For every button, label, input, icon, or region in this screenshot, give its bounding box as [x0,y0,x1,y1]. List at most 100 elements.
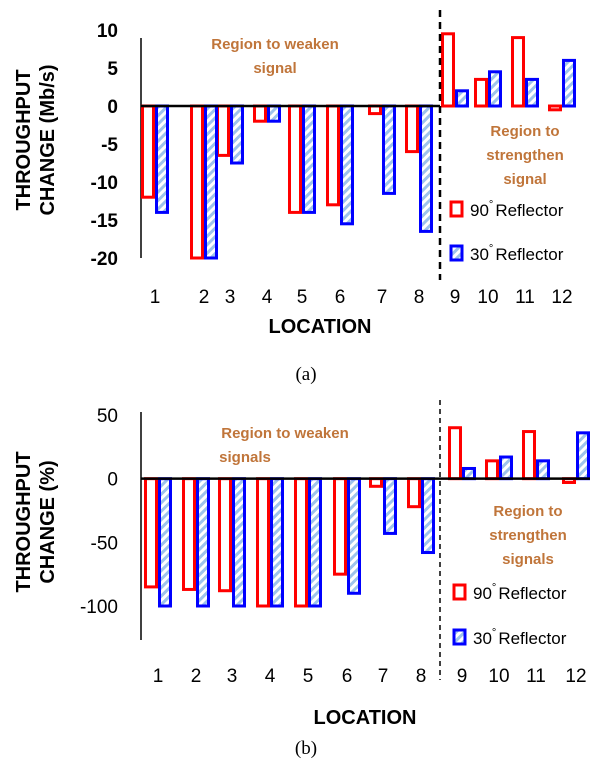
legend-label-30-a: 30° Reflector [470,243,564,264]
bar-30-reflector-loc-2 [204,104,218,260]
bar-30-reflector-loc-10 [488,70,502,108]
x-tick-label: 4 [262,287,273,308]
x-tick-label: 11 [526,666,546,687]
bar-90-reflector-loc-1 [141,104,155,199]
x-tick-label: 12 [565,666,586,687]
x-tick-label: 2 [199,287,210,308]
bar-30-reflector-loc-4 [267,104,281,123]
bar-90-reflector-loc-10 [485,459,499,481]
legend-label-90-b: 90° Reflector [473,582,567,603]
x-tick-label: 1 [150,287,161,308]
bar-90-reflector-loc-1 [144,477,158,589]
legend-word-30-a: Reflector [495,245,563,264]
y-axis-title-a-line2: CHANGE (Mb/s) [37,64,59,215]
x-tick-label: 7 [378,666,389,687]
region-weaken-a-line1: Region to weaken [211,36,339,53]
x-axis-title-a: LOCATION [269,316,372,338]
bar-30-reflector-loc-5 [302,104,316,214]
bar-90-reflector-loc-9 [441,32,455,108]
y-tick-label: -10 [91,173,118,194]
region-weaken-a-line2: signal [253,60,296,77]
y-axis-title-a: THROUGHPUT CHANGE (Mb/s) [13,64,59,215]
bar-30-reflector-loc-4 [270,477,284,608]
bar-90-reflector-loc-8 [407,477,421,509]
x-tick-label: 1 [153,666,164,687]
x-tick-label: 4 [265,666,276,687]
x-axis-title-b: LOCATION [314,707,417,729]
y-axis-title-b: THROUGHPUT CHANGE (%) [13,451,59,592]
caption-b: (b) [295,738,317,759]
bar-90-reflector-loc-3 [218,477,232,593]
bar-30-reflector-loc-10 [499,455,513,481]
bar-90-reflector-loc-9 [448,426,462,481]
x-tick-label: 8 [414,287,425,308]
x-tick-label: 11 [515,287,535,308]
x-tick-label: 6 [335,287,346,308]
y-tick-labels-b: 50 0 -50 -100 [80,406,118,618]
y-tick-label: -5 [101,135,118,156]
legend-a: 90° Reflector 30° Reflector [449,199,564,264]
region-weaken-b-line1: Region to weaken [221,425,349,442]
region-strengthen-b-line2: strengthen [489,527,567,544]
x-tick-label: 12 [551,287,572,308]
bar-30-reflector-loc-11 [525,77,539,108]
chart-panel-a: THROUGHPUT CHANGE (Mb/s) 10 5 0 -5 -10 -15 -20… [13,10,576,338]
bar-90-reflector-loc-4 [256,477,270,608]
legend-degree-30-b: 30 [473,629,492,648]
bar-30-reflector-loc-5 [308,477,322,608]
bar-90-reflector-loc-3 [216,104,230,157]
bar-90-reflector-loc-10 [474,77,488,108]
legend-swatch-90-a [449,200,464,218]
bar-90-reflector-loc-11 [511,36,525,108]
bar-30-reflector-loc-9 [462,466,476,481]
y-tick-label: -50 [91,533,118,554]
bar-30-reflector-loc-8 [419,104,433,233]
region-strengthen-b-line3: signals [502,551,554,568]
legend-swatch-30-b [452,628,467,646]
bar-90-reflector-loc-8 [405,104,419,154]
y-tick-label: 10 [97,21,118,42]
x-tick-label: 2 [191,666,202,687]
y-tick-label: 50 [97,406,118,427]
bar-30-reflector-loc-8 [421,477,435,555]
x-tick-labels-b: 1 2 3 4 5 6 7 8 9 10 11 12 [153,666,587,687]
bar-90-reflector-loc-6 [333,477,347,576]
bar-90-reflector-loc-2 [182,477,196,591]
caption-a: (a) [295,364,316,385]
x-tick-label: 3 [227,666,238,687]
bar-30-reflector-loc-6 [347,477,361,595]
legend-word-90-b: Reflector [498,584,566,603]
legend-swatch-30-a [449,244,464,262]
x-tick-label: 10 [488,666,509,687]
x-tick-label: 5 [297,287,308,308]
legend-label-30-b: 30° Reflector [473,627,567,648]
bar-30-reflector-loc-11 [536,459,550,481]
bar-90-reflector-loc-2 [190,104,204,260]
legend-word-30-b: Reflector [498,629,566,648]
bar-30-reflector-loc-12 [576,431,590,481]
bar-90-reflector-loc-6 [326,104,340,207]
bar-30-reflector-loc-3 [232,477,246,608]
x-tick-labels-a: 1 2 3 4 5 6 7 8 9 10 11 12 [150,287,573,308]
legend-label-90-a: 90° Reflector [470,199,564,220]
x-tick-label: 6 [342,666,353,687]
x-tick-label: 10 [477,287,498,308]
x-tick-label: 9 [457,666,468,687]
region-strengthen-b-line1: Region to [493,503,562,520]
legend-b: 90° Reflector 30° Reflector [452,582,567,648]
bar-30-reflector-loc-9 [455,89,469,108]
legend-swatch-90-b [452,583,467,601]
y-tick-label: -15 [91,211,119,232]
legend-word-90-a: Reflector [495,201,563,220]
y-axis-title-b-line1: THROUGHPUT [13,451,35,592]
bar-30-reflector-loc-2 [196,477,210,608]
bar-90-reflector-loc-12 [548,104,562,112]
x-tick-label: 7 [377,287,388,308]
bar-30-reflector-loc-3 [230,104,244,165]
bar-30-reflector-loc-7 [383,477,397,535]
bar-90-reflector-loc-5 [294,477,308,608]
y-tick-labels-a: 10 5 0 -5 -10 -15 -20 [91,21,119,270]
region-strengthen-a-line1: Region to [490,123,559,140]
